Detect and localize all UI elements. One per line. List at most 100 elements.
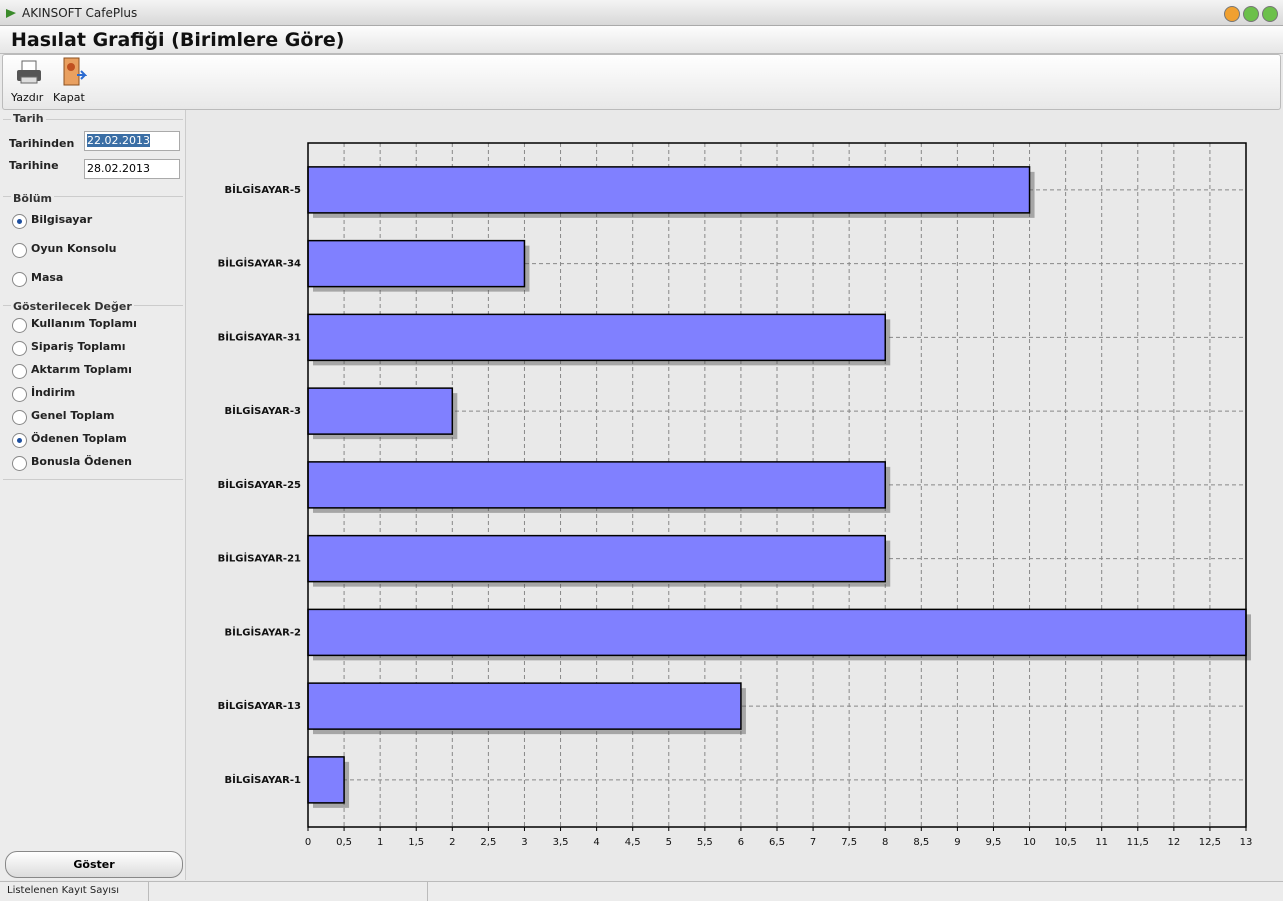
date-value: 28.02.2013 (87, 162, 150, 175)
x-tick-label: 3 (521, 837, 527, 848)
y-tick-label: BİLGİSAYAR-31 (218, 329, 301, 343)
radio-button[interactable] (12, 272, 27, 287)
radio-label[interactable]: Ödenen Toplam (31, 432, 127, 445)
print-icon (17, 60, 41, 84)
radio-button[interactable] (12, 364, 27, 379)
radio-button[interactable] (12, 387, 27, 402)
radio-label[interactable]: Oyun Konsolu (31, 242, 117, 255)
radio-label[interactable]: Genel Toplam (31, 409, 115, 422)
print-label: Yazdır (11, 91, 44, 104)
x-tick-label: 9 (954, 837, 960, 848)
x-tick-label: 6,5 (769, 837, 785, 848)
x-tick-label: 4,5 (625, 837, 641, 848)
radio-label[interactable]: Sipariş Toplamı (31, 340, 126, 353)
app-icon (6, 9, 16, 18)
radio-label[interactable]: Masa (31, 271, 64, 284)
y-tick-label: BİLGİSAYAR-1 (225, 772, 302, 786)
toolbar: Yazdır Kapat (2, 54, 1281, 110)
x-tick-label: 10,5 (1054, 837, 1076, 848)
bar (307, 387, 454, 435)
radio-label[interactable]: Kullanım Toplamı (31, 317, 137, 330)
bar (307, 682, 742, 730)
field-label: Tarihine (9, 159, 59, 172)
x-tick-label: 9,5 (986, 837, 1002, 848)
x-tick-label: 13 (1240, 837, 1253, 848)
radio-button[interactable] (12, 243, 27, 258)
radio-label[interactable]: Aktarım Toplamı (31, 363, 132, 376)
radio-button[interactable] (12, 341, 27, 356)
x-tick-label: 5 (666, 837, 672, 848)
field-label: Tarihinden (9, 137, 75, 150)
close-label: Kapat (53, 91, 85, 104)
x-tick-label: 0,5 (336, 837, 352, 848)
x-tick-label: 10 (1023, 837, 1036, 848)
bar (307, 608, 1247, 657)
x-tick-label: 5,5 (697, 837, 713, 848)
plot-border (307, 142, 1247, 828)
radio-button[interactable] (12, 214, 27, 229)
status-divider (427, 882, 428, 901)
y-tick-label: BİLGİSAYAR-13 (218, 698, 301, 712)
x-tick-label: 1,5 (408, 837, 424, 848)
x-tick-label: 7,5 (841, 837, 857, 848)
y-tick-label: BİLGİSAYAR-5 (225, 182, 302, 196)
group-end (3, 479, 183, 480)
x-tick-label: 3,5 (553, 837, 569, 848)
x-tick-label: 12 (1167, 837, 1180, 848)
page-title: Hasılat Grafiği (Birimlere Göre) (11, 29, 345, 51)
group-legend: Tarih (11, 112, 46, 125)
minimize-button[interactable] (1224, 6, 1240, 22)
title-bar: AKINSOFT CafePlus (0, 0, 1283, 26)
group-legend: Gösterilecek Değer (11, 300, 134, 313)
radio-label[interactable]: İndirim (31, 386, 76, 399)
group-legend: Bölüm (11, 192, 55, 205)
show-button[interactable]: Göster (5, 851, 183, 878)
print-button[interactable]: Yazdır (7, 55, 49, 107)
x-tick-label: 2,5 (480, 837, 496, 848)
x-tick-label: 4 (593, 837, 599, 848)
window-title: AKINSOFT CafePlus (22, 6, 138, 20)
bar (307, 461, 886, 509)
x-tick-label: 8 (882, 837, 888, 848)
x-tick-label: 11 (1095, 837, 1108, 848)
y-tick-label: BİLGİSAYAR-25 (218, 477, 301, 491)
radio-label[interactable]: Bilgisayar (31, 213, 93, 226)
status-bar: Listelenen Kayıt Sayısı (0, 881, 1283, 901)
bar (307, 756, 345, 804)
radio-label[interactable]: Bonusla Ödenen (31, 455, 132, 468)
radio-button[interactable] (12, 456, 27, 471)
bar (307, 166, 1031, 214)
close-button[interactable] (1262, 6, 1278, 22)
y-tick-label: BİLGİSAYAR-34 (218, 256, 301, 270)
y-tick-label: BİLGİSAYAR-3 (225, 403, 302, 417)
x-tick-label: 12,5 (1199, 837, 1221, 848)
header: Hasılat Grafiği (Birimlere Göre) (0, 26, 1283, 54)
close-page-button[interactable]: Kapat (51, 55, 91, 107)
radio-button[interactable] (12, 410, 27, 425)
bar (307, 239, 526, 288)
x-tick-label: 11,5 (1127, 837, 1149, 848)
section-group (3, 196, 183, 197)
status-divider (148, 882, 149, 901)
y-tick-label: BİLGİSAYAR-2 (225, 624, 302, 638)
date-input[interactable]: 28.02.2013 (84, 159, 180, 179)
radio-button[interactable] (12, 433, 27, 448)
x-tick-label: 0 (305, 837, 311, 848)
date-group (3, 119, 183, 190)
exit-icon (63, 57, 87, 86)
radio-button[interactable] (12, 318, 27, 333)
x-tick-label: 7 (810, 837, 816, 848)
bar (307, 534, 886, 583)
date-value: 22.02.2013 (87, 134, 150, 147)
filter-panel: Tarih Tarihinden 22.02.2013 Tarihine 28.… (0, 110, 186, 880)
x-tick-label: 1 (377, 837, 383, 848)
bar (307, 313, 886, 362)
y-tick-label: BİLGİSAYAR-21 (218, 551, 301, 565)
x-tick-label: 2 (449, 837, 455, 848)
date-input[interactable]: 22.02.2013 (84, 131, 180, 151)
x-tick-label: 8,5 (913, 837, 929, 848)
x-tick-label: 6 (738, 837, 744, 848)
chart: 0 0,5 1 1,5 2 2,5 3 3,5 4 4,5 5 5,5 6 6,5 7 7,5 8 8,5 9 9,5… (218, 142, 1253, 848)
maximize-button[interactable] (1243, 6, 1259, 22)
